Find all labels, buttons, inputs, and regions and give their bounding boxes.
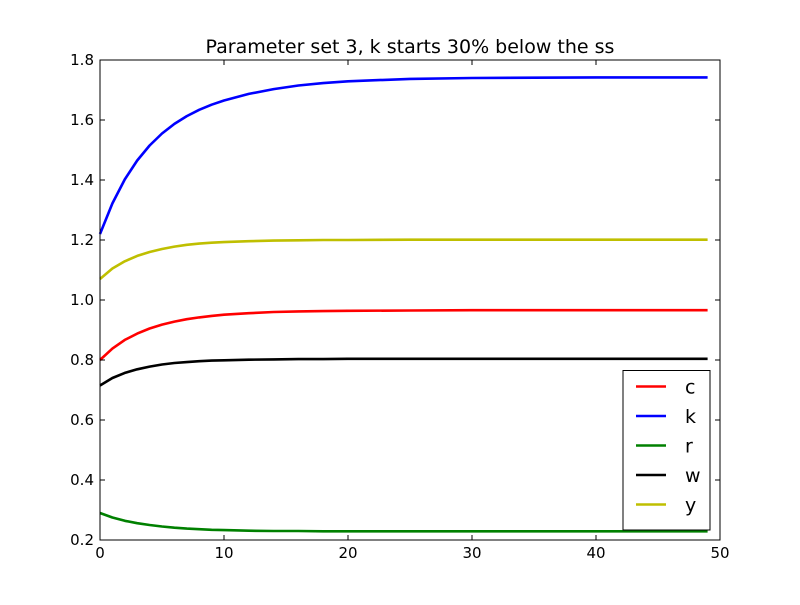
series-line-k [98, 76, 708, 235]
y-tick-label: 0.6 [70, 411, 94, 429]
x-tick-label: 40 [586, 544, 605, 562]
x-tick-label: 30 [462, 544, 481, 562]
legend-label-c: c [685, 377, 695, 399]
series-line-r [99, 511, 708, 533]
chart-title: Parameter set 3, k starts 30% below the … [206, 36, 615, 58]
legend-label-w: w [685, 465, 701, 487]
y-tick-label: 0.2 [70, 531, 94, 549]
y-tick-label: 1.8 [70, 51, 94, 69]
legend-label-y: y [685, 495, 696, 517]
x-tick-label: 20 [338, 544, 357, 562]
legend-box [622, 370, 711, 531]
legend-label-r: r [685, 436, 693, 458]
y-tick-label: 1.0 [70, 291, 94, 309]
series-layer [98, 76, 708, 533]
series-line-c [99, 308, 708, 361]
y-tick-label: 1.4 [70, 171, 94, 189]
y-tick-label: 0.8 [70, 351, 94, 369]
y-tick-label: 1.6 [70, 111, 94, 129]
x-tick-label: 50 [710, 544, 729, 562]
y-tick-label: 1.2 [70, 231, 94, 249]
y-tick-label: 0.4 [70, 471, 94, 489]
x-tick-label: 0 [95, 544, 105, 562]
series-line-w [99, 357, 708, 387]
x-tick-label: 10 [214, 544, 233, 562]
series-line-y [99, 238, 708, 280]
axes-layer: 0 10 20 30 40 50 0.2 0.4 0.6 0.8 1.0 1.2 1.4 1.6 1.8 [70, 51, 729, 562]
legend-label-k: k [685, 406, 696, 428]
